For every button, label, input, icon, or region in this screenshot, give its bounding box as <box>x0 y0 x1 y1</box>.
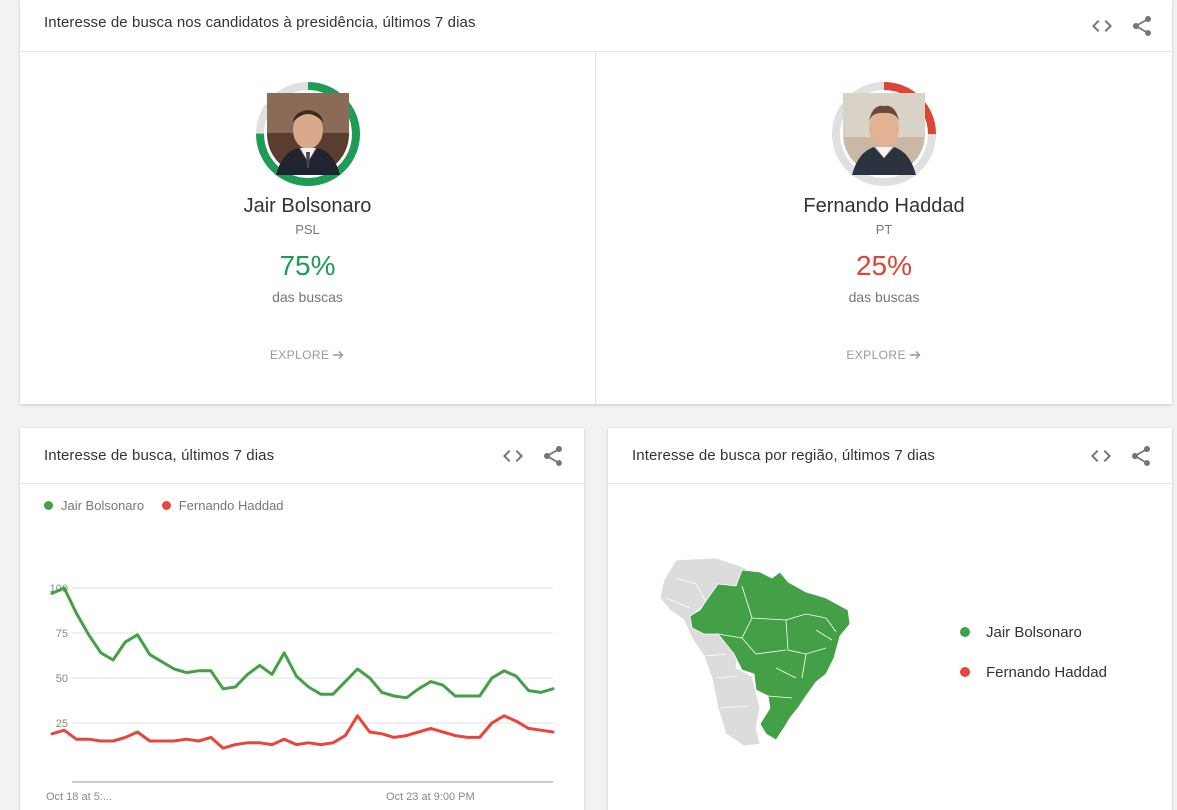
explore-label: EXPLORE <box>269 348 330 362</box>
candidates-card: Interesse de busca nos candidatos à pres… <box>20 0 1172 404</box>
share-icon[interactable] <box>541 444 565 468</box>
legend-dot <box>44 501 53 510</box>
legend-item-bolsonaro[interactable]: Jair Bolsonaro <box>44 498 144 513</box>
legend-label: Jair Bolsonaro <box>986 624 1082 641</box>
share-ring <box>832 82 936 186</box>
legend-dot <box>960 627 970 637</box>
legend-label: Jair Bolsonaro <box>61 498 145 513</box>
legend-label: Fernando Haddad <box>178 498 284 513</box>
explore-link[interactable]: EXPLORE <box>20 348 595 362</box>
candidate-percent-caption: das buscas <box>272 289 343 305</box>
arrow-right-icon <box>333 348 345 362</box>
card-title: Interesse de busca nos candidatos à pres… <box>44 14 476 31</box>
card-title: Interesse de busca por região, últimos 7… <box>632 447 935 464</box>
interest-over-time-card: Interesse de busca, últimos 7 dias Jair … <box>20 428 584 810</box>
card-title: Interesse de busca, últimos 7 dias <box>44 447 275 464</box>
candidate-bolsonaro: Jair Bolsonaro PSL 75% das buscas EXPLOR… <box>20 52 596 404</box>
embed-code-icon[interactable] <box>1090 14 1114 38</box>
series-line-haddad <box>50 714 555 750</box>
x-tick-label: Oct 23 at 9:00 PM <box>386 791 475 803</box>
embed-code-icon[interactable] <box>501 444 525 468</box>
x-tick-label: Oct 18 at 5:... <box>46 791 112 803</box>
map-brazil <box>689 569 851 741</box>
candidate-name: Fernando Haddad <box>803 195 965 217</box>
share-ring <box>255 82 360 186</box>
avatar-ring <box>832 82 936 186</box>
y-tick-label: 25 <box>56 718 68 730</box>
chart-legend: Jair Bolsonaro Fernando Haddad <box>44 498 298 513</box>
avatar-ring <box>255 82 360 186</box>
y-tick-label: 75 <box>56 628 68 640</box>
share-icon[interactable] <box>1129 444 1153 468</box>
series-line-bolsonaro <box>50 586 555 700</box>
arrow-right-icon <box>909 348 922 362</box>
candidate-percent: 25% <box>855 250 913 281</box>
candidate-party: PT <box>875 222 893 237</box>
card-header: Interesse de busca, últimos 7 dias <box>20 428 584 484</box>
candidate-name: Jair Bolsonaro <box>243 195 372 217</box>
legend-dot <box>960 667 970 677</box>
legend-label: Fernando Haddad <box>986 664 1107 681</box>
candidate-percent-caption: das buscas <box>848 289 920 305</box>
embed-code-icon[interactable] <box>1089 444 1113 468</box>
card-header: Interesse de busca por região, últimos 7… <box>608 428 1172 484</box>
explore-link[interactable]: EXPLORE <box>596 348 1172 362</box>
card-header: Interesse de busca nos candidatos à pres… <box>20 0 1172 52</box>
y-tick-label: 50 <box>56 673 68 685</box>
candidate-party: PSL <box>295 222 320 237</box>
explore-label: EXPLORE <box>846 348 906 362</box>
south-america-map[interactable] <box>656 558 856 748</box>
legend-item-haddad[interactable]: Fernando Haddad <box>161 498 284 513</box>
legend-dot <box>161 501 171 510</box>
interest-by-region-card: Interesse de busca por região, últimos 7… <box>608 428 1172 810</box>
candidate-percent: 75% <box>279 250 336 281</box>
map-legend-item-haddad[interactable]: Fernando Haddad <box>960 664 1107 681</box>
map-legend-item-bolsonaro[interactable]: Jair Bolsonaro <box>960 624 1082 641</box>
candidate-haddad: Fernando Haddad PT 25% das buscas EXPLOR… <box>596 52 1172 404</box>
share-icon[interactable] <box>1130 14 1154 38</box>
